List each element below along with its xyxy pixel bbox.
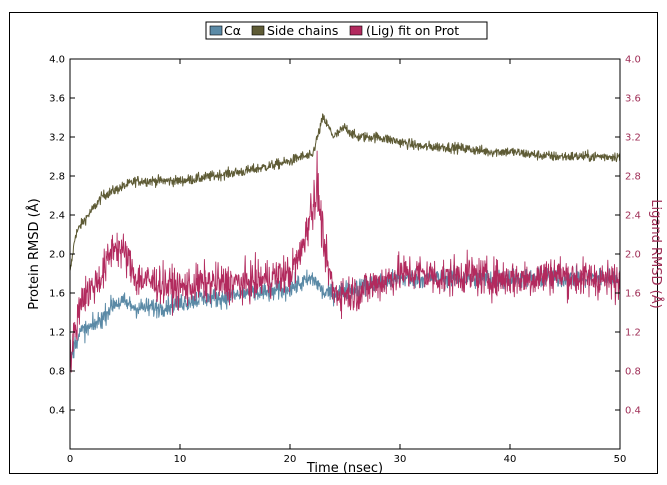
legend-swatch-ligand: [349, 25, 363, 36]
y-tick-label-right: 1.2: [625, 328, 641, 339]
y-tick-label-right: 2.4: [625, 211, 641, 222]
series-line-ligand: [69, 150, 621, 373]
y-tick-label-left: 2.4: [49, 211, 65, 222]
y-tick-label-right: 0.4: [625, 406, 641, 417]
y-axis-label-left: Protein RMSD (Å): [26, 198, 42, 309]
series-line-side-chains: [69, 113, 621, 271]
y-tick-label-left: 0.8: [49, 367, 65, 378]
legend-label-side-chains: Side chains: [267, 23, 338, 38]
y-tick-label-right: 2.0: [625, 250, 641, 261]
x-tick-label: 10: [174, 454, 187, 465]
legend-swatch-side-chains: [251, 25, 265, 36]
x-tick-label: 0: [67, 454, 73, 465]
y-tick-label-right: 2.8: [625, 172, 641, 183]
y-tick-label-right: 1.6: [625, 289, 641, 300]
series-layer: [69, 113, 621, 373]
x-tick-label: 40: [504, 454, 517, 465]
y-tick-label-left: 3.2: [49, 133, 65, 144]
y-tick-label-left: 1.2: [49, 328, 65, 339]
x-tick-label: 50: [614, 454, 627, 465]
legend-label-ligand: (Lig) fit on Prot: [366, 23, 459, 38]
y-tick-label-left: 2.8: [49, 172, 65, 183]
legend-swatch-ca: [209, 25, 223, 36]
y-tick-label-left: 2.0: [49, 250, 65, 261]
y-tick-label-left: 1.6: [49, 289, 65, 300]
y-tick-label-right: 4.0: [625, 55, 641, 66]
y-tick-label-right: 0.8: [625, 367, 641, 378]
x-tick-label: 30: [394, 454, 407, 465]
x-tick-label: 20: [284, 454, 297, 465]
legend-label-ca: Cα: [224, 23, 241, 38]
ticks-layer: 0 10 20 30 40 50 0.4 0.8 1.2 1.6 2.0 2.4 2.8 3.2 3.6 4.…: [49, 55, 641, 466]
x-axis-label: Time (nsec): [306, 461, 383, 476]
y-axis-label-right: Ligand RMSD (Å): [648, 199, 664, 308]
y-tick-label-left: 0.4: [49, 406, 65, 417]
legend-box: [205, 21, 488, 40]
y-tick-label-left: 4.0: [49, 55, 65, 66]
y-tick-label-left: 3.6: [49, 94, 65, 105]
y-tick-label-right: 3.6: [625, 94, 641, 105]
plot-area-border: [69, 58, 621, 450]
y-tick-label-right: 3.2: [625, 133, 641, 144]
legend: Cα Side chains (Lig) fit on Prot: [205, 21, 488, 40]
